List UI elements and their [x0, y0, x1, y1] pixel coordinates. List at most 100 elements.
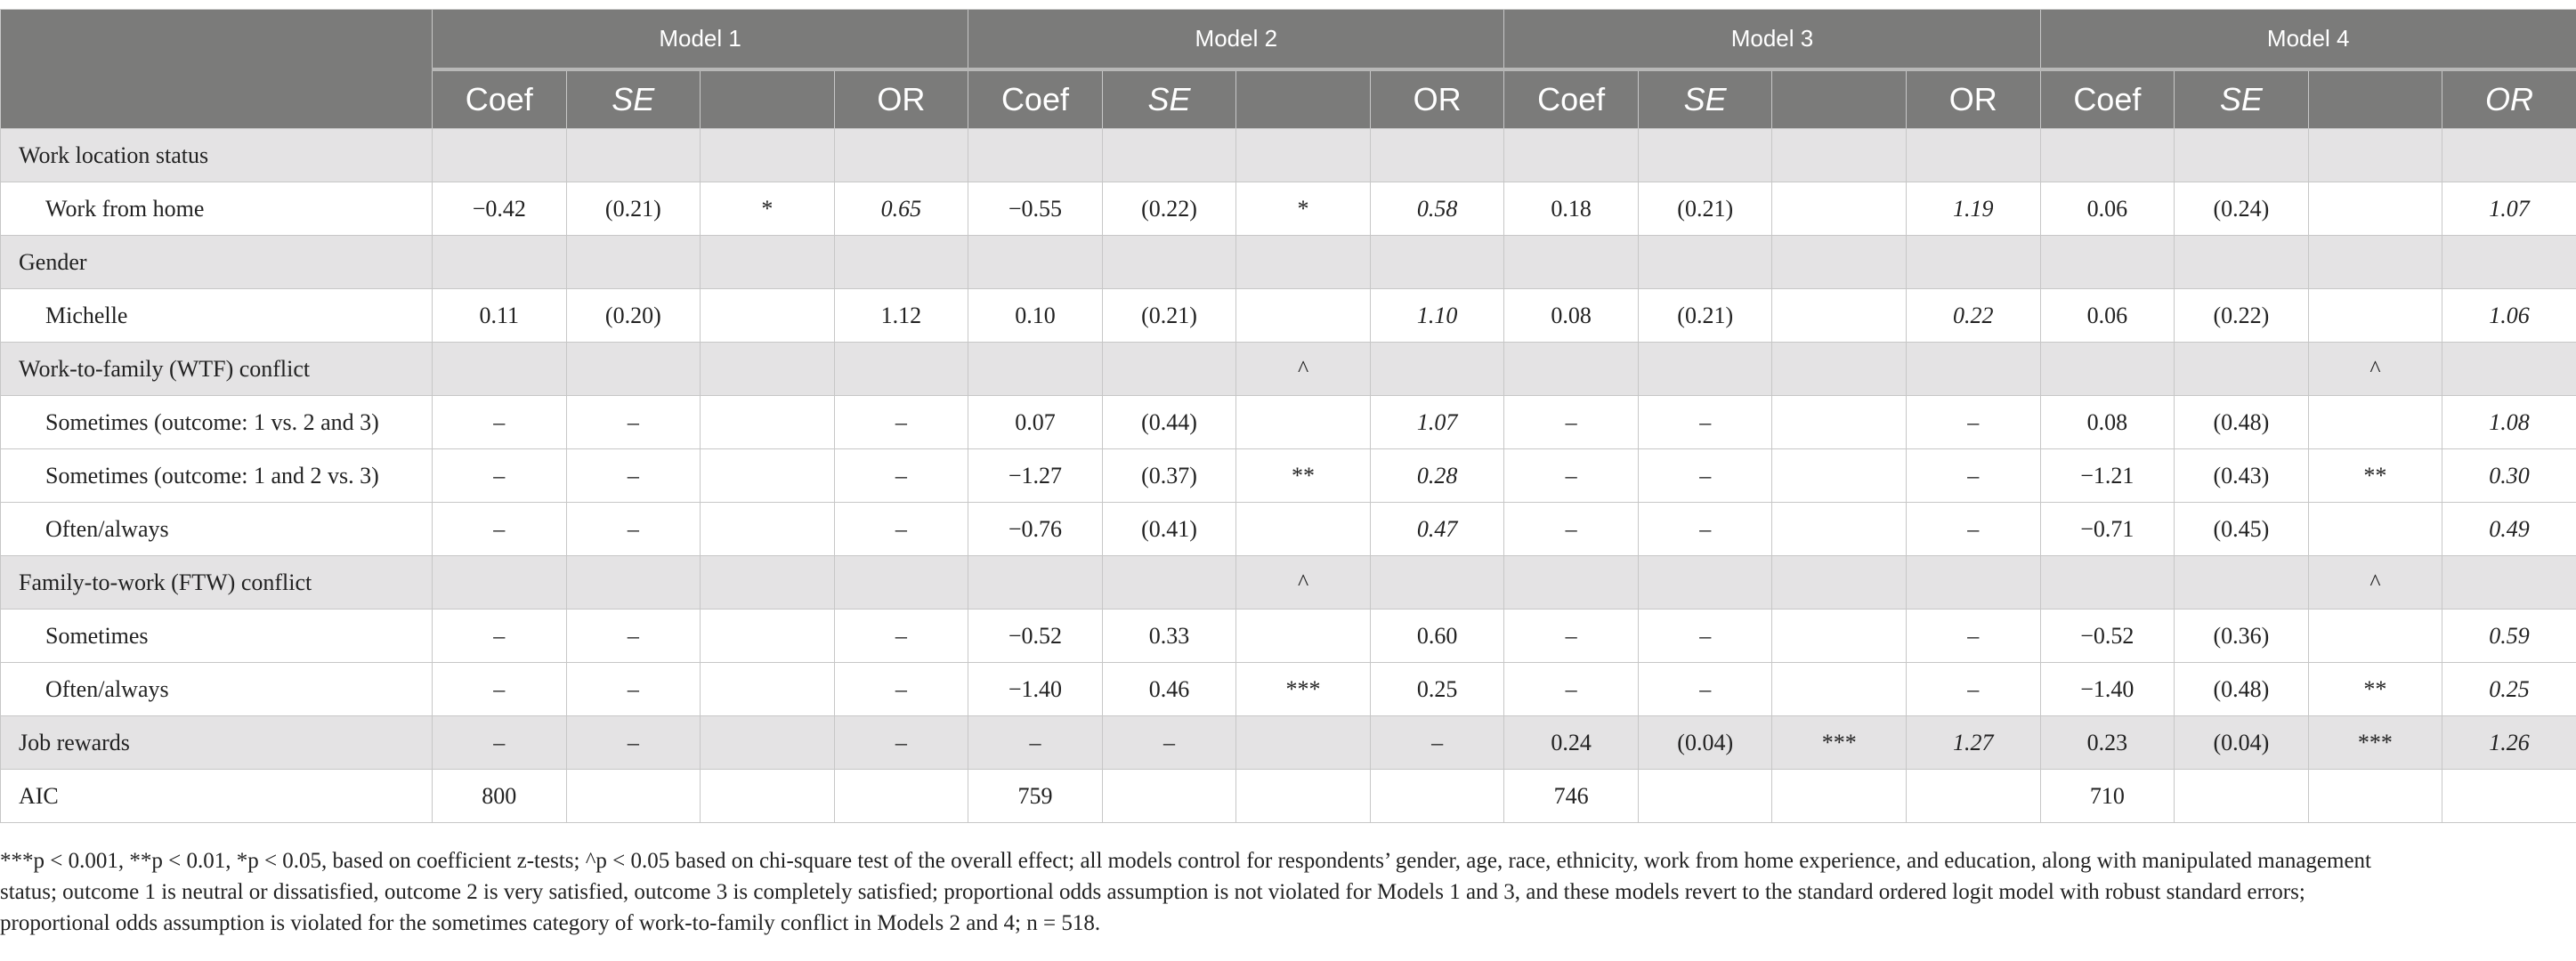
table-cell: – [1503, 609, 1639, 663]
column-header: OR [2442, 69, 2576, 129]
table-cell: (0.48) [2174, 662, 2309, 716]
table-cell: 0.60 [1369, 609, 1505, 663]
model-header-row: Model 1 Model 2 Model 3 Model 4 [0, 9, 2576, 129]
table-cell: 1.19 [1906, 182, 2041, 236]
column-header: Coef [432, 69, 567, 129]
table-cell [2442, 769, 2576, 823]
row-label: Sometimes (outcome: 1 and 2 vs. 3) [0, 448, 433, 503]
table-cell: −1.21 [2039, 448, 2175, 503]
column-header: Coef [968, 69, 1103, 129]
table-cell: – [1503, 662, 1639, 716]
table-cell [1637, 235, 1773, 289]
table-cell: 0.11 [432, 288, 567, 343]
table-row: Sometimes – – – −0.52 0.33 0.60– – – −0.52 (0.36) 0… [0, 609, 2576, 663]
table-row: Often/always – – – −1.40 0.46 *** 0.25– – – −1.40(… [0, 662, 2576, 716]
table-cell [1771, 662, 1908, 716]
table-cell: – [432, 502, 567, 556]
table-cell: 0.06 [2039, 288, 2175, 343]
column-header-row: Coef SE OR Coef SE OR Coef SE OR Coef SE OR [1, 69, 2576, 129]
table-cell: – [432, 662, 567, 716]
table-cell [1235, 609, 1371, 663]
table-cell: ** [1235, 448, 1371, 503]
footnote-line-2: status; outcome 1 is neutral or dissatis… [0, 880, 2305, 904]
table-cell [833, 555, 969, 610]
table-cell: 0.22 [1906, 288, 2041, 343]
table-cell: 0.08 [2039, 395, 2175, 449]
column-header: SE [1637, 69, 1773, 129]
table-header: Model 1 Model 2 Model 3 Model 4 Coef SE OR… [0, 9, 2576, 129]
row-label: Sometimes [0, 609, 433, 663]
table-cell [2442, 555, 2576, 610]
table-cell: – [1637, 448, 1773, 503]
table-cell [2307, 395, 2443, 449]
table-cell: – [565, 662, 701, 716]
row-label: Family-to-work (FTW) conflict [0, 555, 433, 610]
table-cell: – [432, 448, 567, 503]
table-cell: (0.43) [2174, 448, 2309, 503]
table-cell: – [565, 715, 701, 770]
table-cell [700, 128, 835, 182]
row-label: Often/always [0, 662, 433, 716]
table-cell: *** [1771, 715, 1908, 770]
column-header: SE [1101, 69, 1237, 129]
table-cell: (0.20) [565, 288, 701, 343]
table-cell: *** [1235, 662, 1371, 716]
table-cell [1235, 502, 1371, 556]
row-label: Gender [0, 235, 433, 289]
table-cell: ^ [2307, 342, 2443, 396]
table-cell: 0.10 [968, 288, 1103, 343]
table-cell [1906, 342, 2041, 396]
table-row: Gender [0, 235, 2576, 289]
table-cell [1637, 555, 1773, 610]
table-cell: ^ [1235, 342, 1371, 396]
table-cell: 0.06 [2039, 182, 2175, 236]
column-header [1235, 69, 1371, 129]
table-cell [1369, 342, 1505, 396]
table-cell: 0.58 [1369, 182, 1505, 236]
table-cell: (0.36) [2174, 609, 2309, 663]
table-cell [968, 128, 1103, 182]
table-cell [2442, 235, 2576, 289]
table-cell: – [1503, 395, 1639, 449]
table-cell [700, 662, 835, 716]
table-cell [1637, 342, 1773, 396]
model-1-header: Model 1 [431, 9, 969, 71]
table-cell [2307, 609, 2443, 663]
row-label: Job rewards [0, 715, 433, 770]
table-cell: – [432, 715, 567, 770]
table-cell: – [1503, 502, 1639, 556]
table-cell [1503, 342, 1639, 396]
table-cell [1771, 502, 1908, 556]
table-cell: (0.45) [2174, 502, 2309, 556]
table-cell: (0.04) [1637, 715, 1773, 770]
table-cell [1637, 128, 1773, 182]
table-cell: 1.08 [2442, 395, 2576, 449]
table-cell: 1.12 [833, 288, 969, 343]
table-cell: (0.22) [2174, 288, 2309, 343]
table-cell: 0.07 [968, 395, 1103, 449]
table-cell: 0.65 [833, 182, 969, 236]
table-cell: 1.26 [2442, 715, 2576, 770]
regression-table: Model 1 Model 2 Model 3 Model 4 Coef SE OR… [0, 9, 2576, 823]
table-cell [2442, 342, 2576, 396]
table-footnote: ***p < 0.001, **p < 0.01, *p < 0.05, bas… [0, 845, 2546, 939]
table-cell: 1.07 [1369, 395, 1505, 449]
table-cell [968, 342, 1103, 396]
table-cell [2039, 342, 2175, 396]
table-cell [1771, 182, 1908, 236]
table-cell: (0.41) [1101, 502, 1237, 556]
table-cell [1369, 769, 1505, 823]
table-cell [2174, 342, 2309, 396]
table-cell: 0.59 [2442, 609, 2576, 663]
corner-cell [0, 9, 433, 129]
table-cell: – [833, 448, 969, 503]
table-cell: 0.49 [2442, 502, 2576, 556]
table-cell: – [1503, 448, 1639, 503]
column-header [700, 69, 835, 129]
table-cell [2307, 128, 2443, 182]
table-cell: – [565, 609, 701, 663]
table-cell [2307, 235, 2443, 289]
table-cell [1235, 288, 1371, 343]
table-cell: 0.47 [1369, 502, 1505, 556]
